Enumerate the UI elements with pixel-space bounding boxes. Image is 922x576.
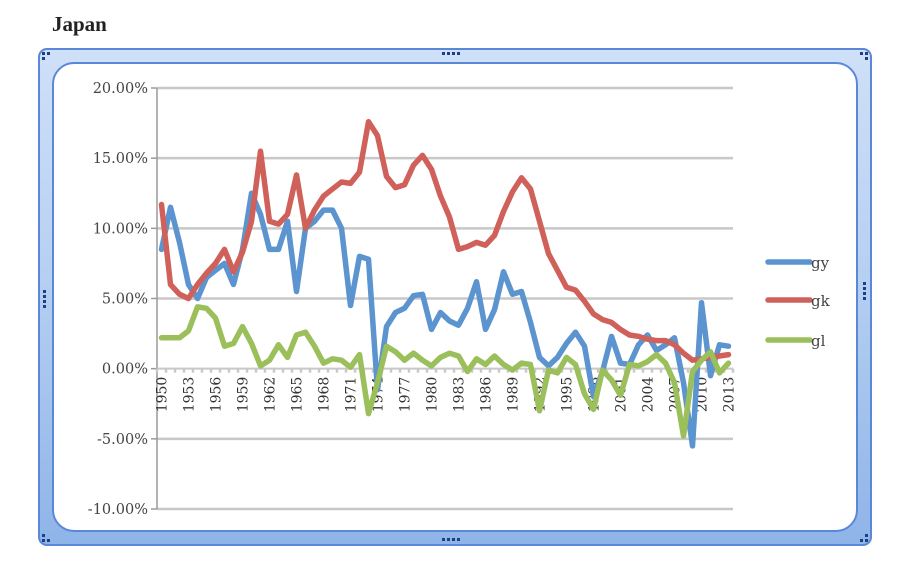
y-tick-label: 5.00% [102,292,148,308]
x-tick-label: 2004 [641,377,657,413]
x-tick-label: 1980 [425,377,441,413]
x-tick-label: 1989 [506,377,522,413]
resize-handle-bottom[interactable] [442,536,462,544]
y-tick-label: 20.00% [93,81,148,97]
resize-handle-bottom-left[interactable] [42,534,50,542]
x-tick-label: 1971 [344,377,360,413]
legend-item-gl: gl [765,332,826,350]
resize-handle-top-left[interactable] [42,52,50,60]
legend-item-gk: gk [765,292,831,310]
x-tick-label: 1995 [560,377,576,413]
y-tick-label: 10.00% [93,221,148,237]
resize-handle-right[interactable] [861,282,869,302]
y-tick-label: -10.00% [88,502,148,518]
series-line-gl [158,304,732,439]
legend-label: gy [811,254,830,272]
resize-handle-bottom-right[interactable] [860,534,868,542]
x-tick-label: 1959 [236,377,252,413]
legend-item-gy: gy [765,254,830,272]
x-axis: 1950 1953 1956 1959 1962 1965 1968 1971 1974 1977… [155,367,738,413]
y-axis: 20.00% 15.00% 10.00% 5.00% 0.00% -5.00% -10.00… [88,81,158,518]
legend-label: gk [811,292,831,310]
x-tick-label: 1956 [209,377,225,413]
resize-handle-left[interactable] [41,290,49,310]
y-tick-label: 0.00% [102,362,148,378]
resize-handle-top[interactable] [442,50,462,58]
plot-series [158,118,732,449]
x-tick-label: 1977 [398,377,414,413]
x-tick-label: 1965 [290,377,306,413]
gridlines [157,86,733,511]
y-tick-label: 15.00% [93,151,148,167]
series-line-gk [158,118,732,363]
x-tick-label: 1950 [155,377,171,413]
legend-label: gl [811,332,826,350]
chart-selection-frame[interactable] [38,48,872,546]
x-tick-label: 2013 [722,377,738,413]
y-tick-label: -5.00% [97,432,148,448]
x-tick-label: 1962 [263,377,279,413]
legend: gy gk gl [765,254,831,350]
x-tick-label: 1983 [452,377,468,413]
page-title: Japan [52,12,107,36]
x-tick-label: 1953 [182,377,198,413]
resize-handle-top-right[interactable] [860,52,868,60]
x-tick-label: 1986 [479,377,495,413]
x-tick-label: 1968 [317,377,333,413]
